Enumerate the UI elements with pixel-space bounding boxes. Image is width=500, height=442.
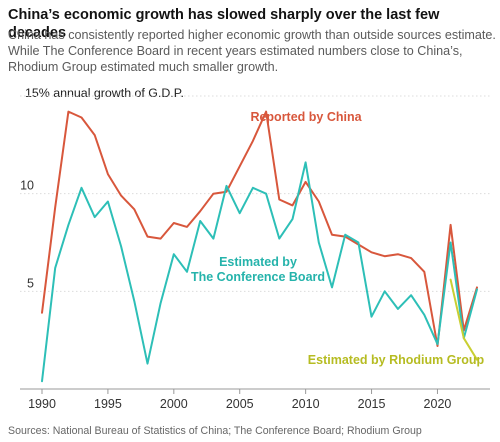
y-tick-label: 10 <box>20 179 34 193</box>
x-tick-label: 2005 <box>226 397 254 411</box>
x-tick-label: 2015 <box>358 397 386 411</box>
x-tick-label: 2010 <box>292 397 320 411</box>
y-tick-label: 5 <box>27 276 34 290</box>
x-tick-label: 1990 <box>28 397 56 411</box>
series-line-reported-by-china <box>41 110 478 347</box>
chart-title: China’s economic growth has slowed sharp… <box>8 7 440 41</box>
series-annotation-label: Estimated by Rhodium Group <box>308 353 485 367</box>
series-annotation-label: Reported by China <box>250 110 362 124</box>
x-tick-label: 2020 <box>424 397 452 411</box>
series-line-rhodium-group <box>449 278 478 361</box>
x-tick-label: 1995 <box>94 397 122 411</box>
series-annotation-label: Estimated by <box>219 255 297 269</box>
x-tick-label: 2000 <box>160 397 188 411</box>
source-note: Sources: National Bureau of Statistics o… <box>8 425 422 437</box>
series-annotation-label: The Conference Board <box>191 270 325 284</box>
chart-subtitle: China has consistently reported higher e… <box>8 28 496 74</box>
series-line-conference-board <box>41 161 478 383</box>
